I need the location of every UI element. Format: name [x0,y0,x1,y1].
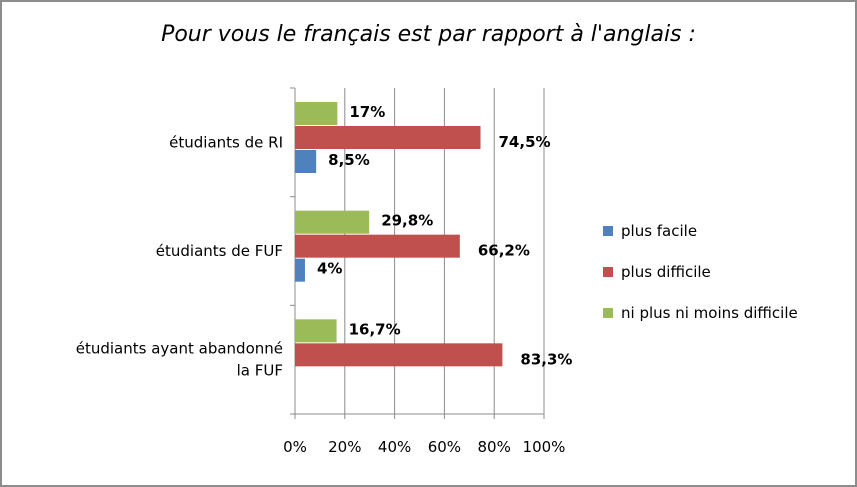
data-label: 17% [349,103,385,121]
legend-swatch [603,267,613,277]
bar [295,343,503,367]
category-label: étudiants ayant abandonné [76,340,283,358]
x-tick-label: 100% [523,438,566,456]
x-tick-label: 40% [378,438,411,456]
category-label: étudiants de FUF [156,242,283,260]
data-label: 4% [317,260,342,278]
data-label: 16,7% [349,320,401,338]
bar [295,102,338,125]
data-label: 29,8% [381,212,433,230]
x-tick-label: 60% [428,438,461,456]
data-label: 83,3% [520,350,572,368]
bar [295,210,370,234]
bar [295,126,481,149]
bar [295,150,317,173]
legend-label: plus difficile [621,263,711,281]
x-tick-label: 20% [328,438,361,456]
data-label: 74,5% [499,133,551,151]
category-label: étudiants de RI [169,133,283,151]
data-label: 66,2% [478,242,530,260]
chart-title: Pour vous le français est par rapport à … [161,22,696,47]
category-label: la FUF [237,362,283,380]
legend-label: plus facile [621,222,697,240]
legend-swatch [603,308,613,318]
bar [295,319,337,343]
x-tick-label: 80% [478,438,511,456]
legend-label: ni plus ni moins difficile [621,304,798,322]
data-label: 8,5% [328,151,370,169]
bar [295,258,305,282]
x-tick-label: 0% [283,438,307,456]
legend-swatch [603,226,613,236]
bar [295,234,460,258]
